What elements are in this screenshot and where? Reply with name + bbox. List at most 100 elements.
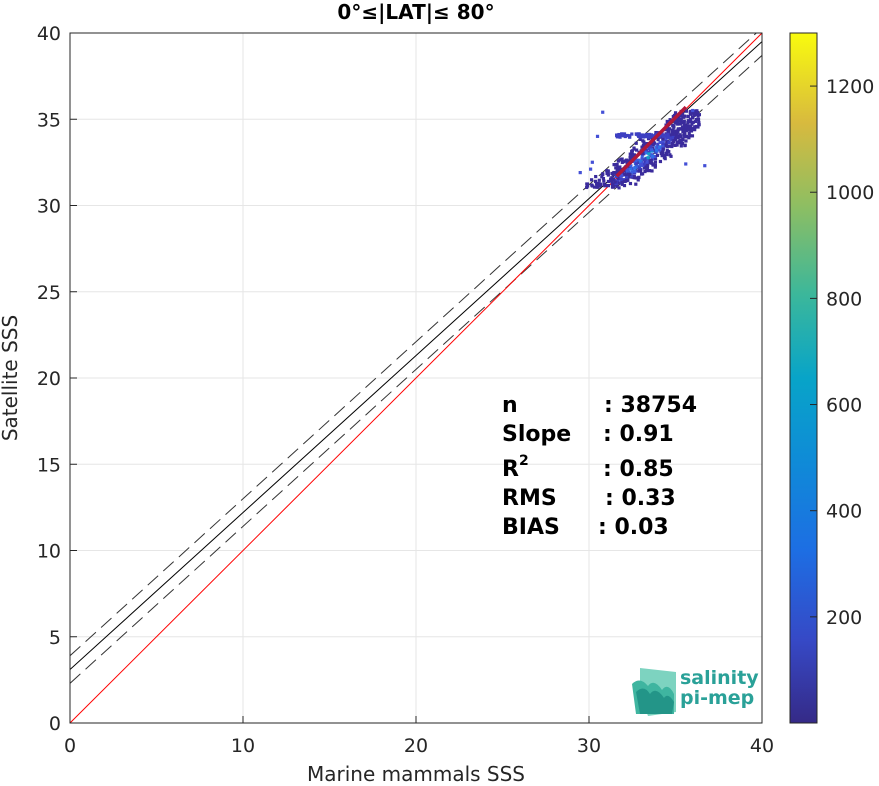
- density-cell: [688, 117, 693, 121]
- density-cell: [653, 154, 657, 159]
- density-cell: [694, 119, 698, 124]
- density-cell: [662, 155, 667, 160]
- density-cell: [658, 140, 662, 145]
- density-cell: [696, 117, 701, 122]
- density-cell: [686, 121, 690, 125]
- density-cell: [684, 128, 688, 133]
- y-tick-label: 10: [37, 541, 61, 563]
- density-cell: [645, 148, 649, 153]
- density-cell: [665, 133, 669, 137]
- density-cell: [690, 115, 695, 119]
- density-cell: [650, 149, 654, 153]
- upper-bound-dashed-line: [70, 33, 758, 657]
- stats-box: n : 38754 Slope : 0.91 R2 : 0.85 RMS : 0…: [502, 393, 697, 540]
- density-cell: [677, 118, 681, 123]
- colorbar-tick-label: 200: [826, 607, 862, 629]
- density-cell: [696, 125, 700, 129]
- density-cell: [645, 168, 649, 173]
- density-cell: [615, 162, 619, 167]
- wave-logo-icon: [632, 668, 676, 716]
- density-cell: [602, 179, 606, 183]
- density-cell: [637, 175, 641, 180]
- density-cell: [664, 143, 668, 147]
- density-cell: [616, 181, 620, 185]
- density-cell: [643, 162, 647, 166]
- colorbar-tick-label: 600: [826, 395, 862, 417]
- density-cell: [638, 137, 642, 142]
- density-cell: [683, 143, 687, 147]
- y-axis-ticks: 0 5 10 15 20 25 30 35 40: [37, 23, 77, 735]
- density-cell: [590, 178, 594, 182]
- density-cell: [683, 134, 687, 139]
- density-cell: [628, 167, 632, 171]
- density-cell: [605, 169, 609, 173]
- density-cell: [697, 121, 701, 125]
- density-cell: [691, 108, 695, 113]
- density-cell: [681, 112, 685, 116]
- density-cell: [645, 132, 649, 137]
- density-cell: [640, 157, 644, 161]
- density-cell: [666, 126, 670, 130]
- density-cell: [670, 131, 674, 135]
- density-cell: [630, 170, 634, 174]
- density-cell: [633, 169, 637, 173]
- density-cell: [696, 114, 700, 118]
- colorbar-tick-label: 1200: [826, 76, 874, 98]
- density-cell: [671, 135, 675, 140]
- density-cell: [622, 183, 627, 188]
- density-cell: [632, 146, 636, 150]
- density-cell: [610, 176, 614, 180]
- y-tick-label: 40: [37, 23, 61, 45]
- density-cell: [657, 134, 662, 138]
- density-cell: [668, 153, 672, 157]
- density-cell: [674, 118, 678, 122]
- density-cell: [659, 149, 663, 153]
- stat-rms-value: : 0.33: [605, 486, 676, 511]
- density-cell: [650, 169, 654, 173]
- density-cell: [682, 119, 686, 123]
- density-cell: [677, 117, 681, 121]
- density-cell: [687, 136, 691, 140]
- density-cell: [636, 178, 640, 182]
- density-cell: [642, 166, 646, 170]
- density-cell: [622, 178, 626, 182]
- density-cell: [661, 147, 665, 151]
- density-cell: [628, 134, 632, 138]
- density-cell: [611, 184, 616, 189]
- x-tick-label: 10: [231, 735, 255, 757]
- density-cell: [649, 147, 654, 152]
- density-cell: [619, 167, 623, 171]
- density-cell: [614, 174, 618, 178]
- density-cell: [647, 146, 651, 151]
- density-cell: [609, 179, 614, 183]
- density-cell: [629, 174, 634, 178]
- density-cell: [585, 185, 589, 190]
- density-cell: [644, 135, 648, 139]
- density-cell: [690, 134, 695, 138]
- density-cell: [663, 153, 667, 157]
- density-cell: [623, 179, 627, 184]
- density-cell: [638, 159, 642, 163]
- density-cell: [670, 142, 674, 146]
- density-cell: [695, 112, 699, 116]
- density-cell: [615, 167, 619, 172]
- x-tick-label: 30: [577, 735, 601, 757]
- density-cell: [620, 160, 624, 165]
- density-cell: [670, 134, 675, 138]
- density-cloud: [578, 105, 707, 190]
- density-cell: [664, 138, 668, 142]
- density-cell: [604, 184, 608, 188]
- density-cell: [585, 182, 589, 186]
- density-cell: [592, 185, 597, 189]
- x-axis-label: Marine mammals SSS: [307, 762, 525, 786]
- colorbar-tick-label: 1000: [826, 182, 874, 204]
- y-tick-label: 0: [49, 713, 61, 735]
- chart-title: 0°≤|LAT|≤ 80°: [337, 0, 494, 24]
- density-cell: [690, 127, 694, 131]
- density-cell: [675, 143, 679, 147]
- density-cell: [634, 182, 638, 186]
- density-cell: [651, 163, 655, 167]
- density-cell: [676, 130, 680, 134]
- density-cell: [678, 133, 682, 137]
- stat-slope-value: : 0.91: [603, 422, 674, 447]
